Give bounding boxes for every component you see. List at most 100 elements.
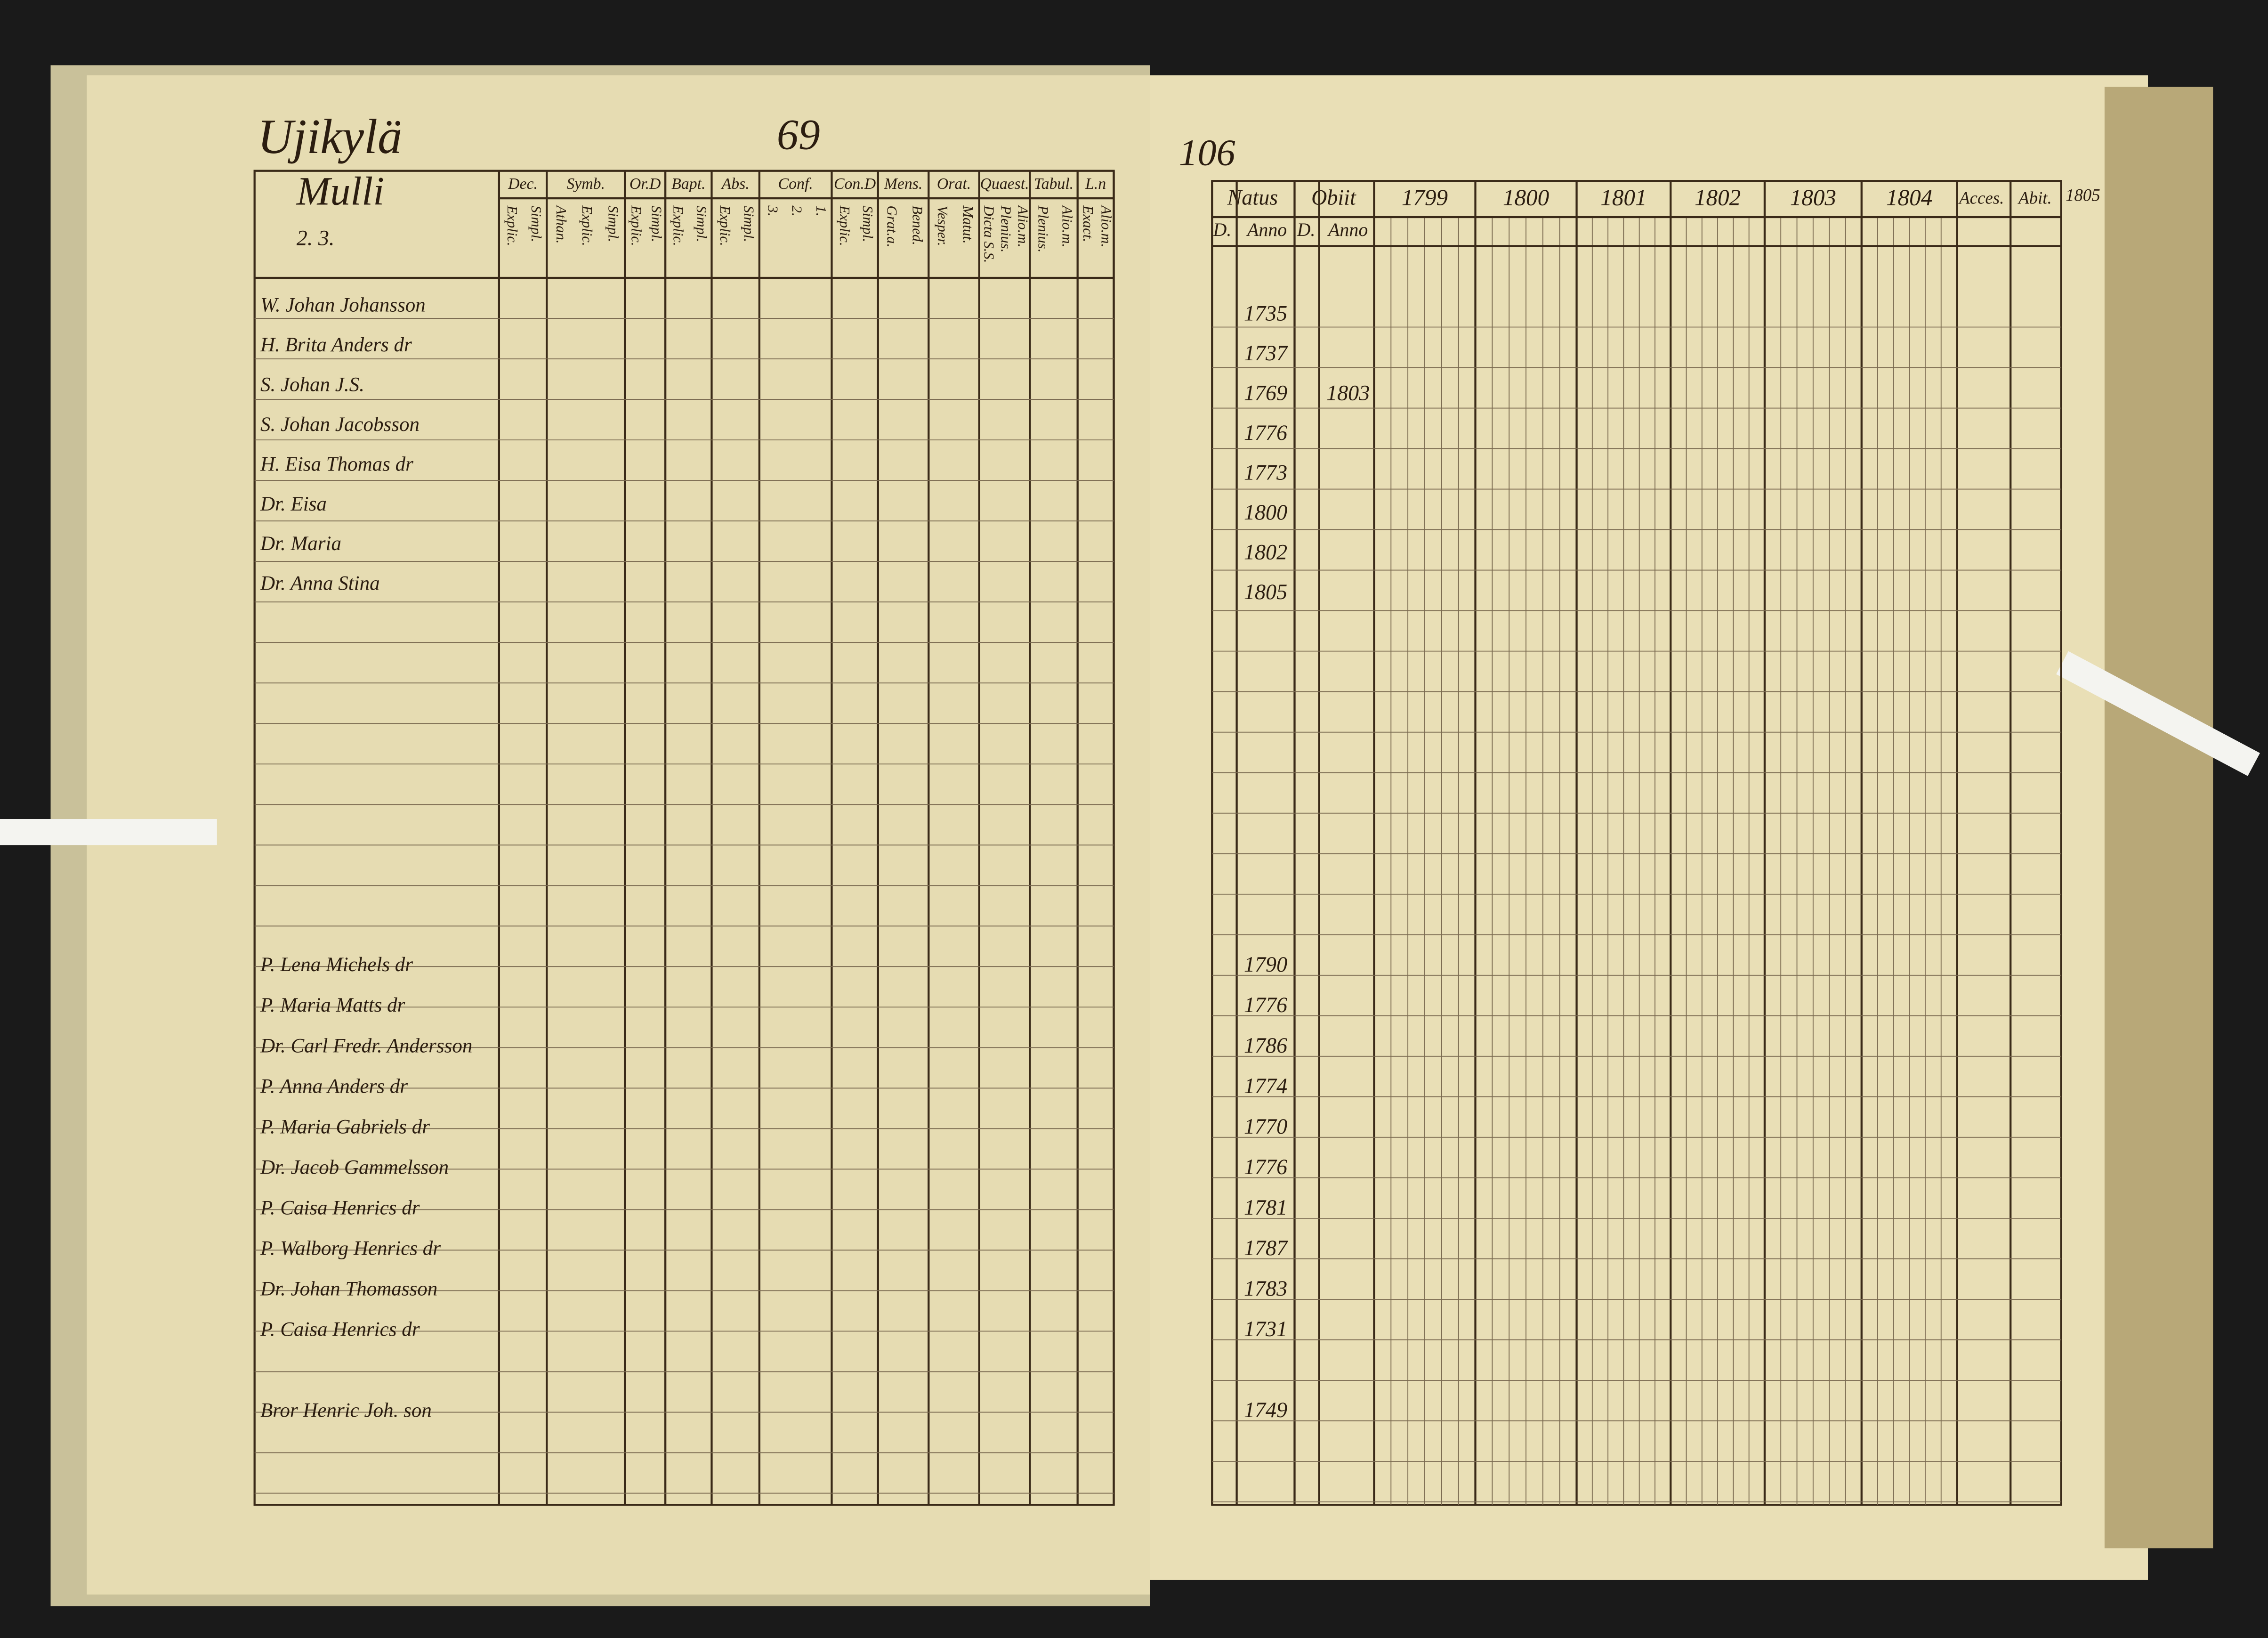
column-sub: Simpl. [741, 205, 757, 242]
column-sub: 1. [813, 205, 829, 216]
column-sub: Alio.m. [1098, 204, 1114, 247]
birth-year: 1737 [1244, 341, 1288, 365]
column-head: Dec. [508, 175, 538, 193]
year-head: 1802 [1695, 184, 1741, 210]
column-head: Conf. [778, 175, 813, 193]
birth-year: 1735 [1244, 301, 1287, 325]
column-sub: Vesper. [935, 205, 951, 246]
column-sub: Explic. [837, 205, 853, 246]
column-sub: 3. [765, 205, 781, 216]
farm: Mulli [296, 169, 384, 214]
page-number: 69 [777, 110, 820, 158]
column-head: Con.D [834, 175, 876, 193]
birth-year: 1770 [1244, 1114, 1287, 1138]
person-name: P. Walborg Henrics dr [260, 1237, 441, 1259]
left-page [87, 75, 1150, 1595]
bookmark-strip [0, 819, 217, 845]
birth-year: 1781 [1244, 1195, 1287, 1219]
year-head: 1803 [1790, 184, 1836, 210]
column-head: L.n [1085, 175, 1106, 193]
page-edges [2104, 87, 2213, 1549]
column-sub: Explic. [629, 205, 645, 246]
person-name: P. Lena Michels dr [260, 954, 413, 976]
column-head: Tabul. [1034, 175, 1073, 193]
person-name: S. Johan J.S. [260, 373, 364, 396]
column-sub: Plenius. [1035, 205, 1051, 252]
column-head: Mens. [884, 175, 923, 193]
right-page [1150, 75, 2148, 1580]
birth-year: 1749 [1244, 1398, 1287, 1422]
person-name: P. Caisa Henrics dr [260, 1318, 420, 1340]
birth-year: 1790 [1244, 952, 1287, 976]
person-name: H. Eisa Thomas dr [260, 453, 413, 475]
person-name: Bror Henric Joh. son [260, 1399, 432, 1421]
day-head: D. [1297, 219, 1316, 240]
day-head: D. [1212, 219, 1231, 240]
natus-head: Natus [1227, 186, 1278, 210]
birth-year: 1805 [1244, 580, 1287, 604]
person-name: P. Caisa Henrics dr [260, 1197, 420, 1219]
bookmark-strip [2056, 651, 2260, 776]
death-year: 1803 [1326, 381, 1370, 405]
column-sub: Explic. [670, 205, 686, 246]
birth-year: 1802 [1244, 540, 1287, 564]
column-head: Symb. [566, 175, 605, 193]
column-sub: Explic. [717, 205, 733, 246]
birth-year: 1774 [1244, 1074, 1287, 1098]
column-sub: 2. [789, 205, 805, 216]
anno-head: Anno [1327, 219, 1368, 240]
person-name: W. Johan Johansson [260, 294, 426, 316]
column-sub: Simpl. [605, 205, 621, 242]
village: Ujikylä [258, 109, 402, 164]
column-sub: Simpl. [694, 205, 710, 242]
column-sub: Alio.m. [1015, 204, 1031, 247]
person-name: P. Maria Matts dr [260, 994, 405, 1016]
page-number: 106 [1179, 132, 1235, 173]
person-name: P. Maria Gabriels dr [260, 1116, 430, 1138]
birth-year: 1786 [1244, 1033, 1287, 1057]
year-head: 1799 [1402, 184, 1448, 210]
person-name: S. Johan Jacobsson [260, 414, 420, 436]
birth-year: 1783 [1244, 1276, 1287, 1300]
column-sub: Athan. [553, 204, 569, 243]
column-head: Bapt. [671, 175, 705, 193]
accessit-head: Acces. [1958, 188, 2004, 208]
birth-year: 1731 [1244, 1317, 1287, 1341]
column-head: Or.D [630, 175, 661, 193]
person-name: Dr. Jacob Gammelsson [260, 1156, 449, 1178]
next-year: 1805 [2066, 185, 2100, 204]
person-name: Dr. Johan Thomasson [260, 1278, 437, 1300]
column-sub: Matut. [960, 205, 976, 243]
person-name: Dr. Anna Stina [260, 573, 380, 595]
person-name: Dr. Eisa [260, 493, 327, 515]
column-sub: Simpl. [528, 205, 544, 242]
obiit-head: Obiit [1311, 186, 1356, 210]
column-sub: Plenius. [998, 205, 1014, 252]
column-head: Orat. [937, 175, 971, 193]
year-head: 1800 [1503, 184, 1549, 210]
person-name: H. Brita Anders dr [260, 334, 412, 356]
column-head: Quaest. [980, 175, 1029, 193]
column-sub: Explic. [504, 205, 520, 246]
farm-note: 2. 3. [297, 226, 335, 250]
birth-year: 1776 [1244, 993, 1287, 1017]
year-head: 1801 [1600, 184, 1647, 210]
column-sub: Bened. [909, 205, 925, 245]
column-sub: Simpl. [860, 205, 876, 242]
column-sub: Explic. [579, 205, 595, 246]
person-name: P. Anna Anders dr [260, 1075, 408, 1097]
column-sub: Simpl. [649, 205, 665, 242]
column-sub: Exact. [1080, 205, 1096, 242]
abiit-head: Abit. [2017, 188, 2052, 208]
anno-head: Anno [1246, 219, 1287, 240]
year-head: 1804 [1886, 184, 1932, 210]
column-sub: Grat.a. [884, 205, 900, 247]
column-head: Abs. [721, 175, 750, 193]
column-sub: Dicta S.S. [981, 205, 997, 263]
birth-year: 1776 [1244, 1155, 1287, 1179]
person-name: Dr. Maria [260, 533, 341, 555]
person-name: Dr. Carl Fredr. Andersson [260, 1035, 472, 1057]
birth-year: 1769 [1244, 381, 1287, 405]
birth-year: 1773 [1244, 460, 1287, 484]
